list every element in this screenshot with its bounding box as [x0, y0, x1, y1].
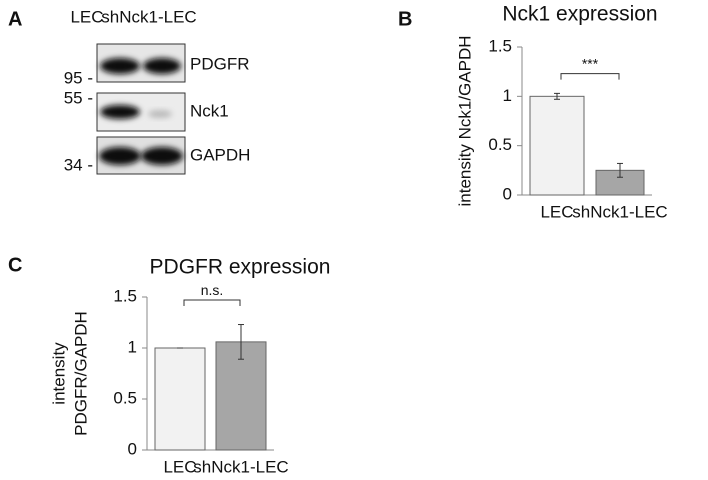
y-tick-label: 1.5	[488, 36, 512, 55]
y-tick-label: 1	[503, 86, 512, 105]
significance-label: n.s.	[201, 282, 224, 298]
marker-label: 95 -	[64, 68, 93, 87]
significance-label: ***	[582, 55, 599, 71]
x-tick-label: LEC	[540, 202, 573, 221]
x-tick-label: shNck1-LEC	[193, 457, 288, 476]
marker-label: 55 -	[64, 88, 93, 107]
bar	[215, 341, 267, 451]
panel-label: A	[8, 8, 22, 30]
lane-label: LEC	[70, 7, 103, 26]
y-axis-label: PDGFR/GAPDH	[71, 311, 90, 436]
y-tick-label: 0.5	[113, 388, 137, 407]
x-tick-label: LEC	[163, 457, 196, 476]
band-label: Nck1	[190, 101, 229, 120]
significance-bracket	[183, 299, 241, 307]
lane-label: shNck1-LEC	[101, 7, 196, 26]
chart-title: Nck1 expression	[502, 3, 657, 26]
band-label: GAPDH	[190, 145, 250, 164]
chart-title: PDGFR expression	[150, 256, 331, 279]
bar	[154, 347, 206, 451]
band-label: PDGFR	[190, 54, 250, 73]
blot-strip	[96, 136, 186, 175]
blot-strip	[96, 92, 186, 132]
x-tick-label: shNck1-LEC	[572, 202, 667, 221]
y-axis-label: intensity	[49, 342, 68, 405]
marker-label: 34 -	[64, 155, 93, 174]
panel-label: B	[398, 8, 412, 30]
y-tick-label: 1.5	[113, 286, 137, 305]
significance-bracket	[560, 73, 620, 80]
y-tick-label: 0.5	[488, 135, 512, 154]
panel-label: C	[8, 254, 22, 276]
blot-strip	[96, 43, 186, 83]
y-tick-label: 0	[128, 439, 137, 458]
y-tick-label: 1	[128, 337, 137, 356]
y-tick-label: 0	[503, 184, 512, 203]
y-axis-label: intensity Nck1/GAPDH	[455, 36, 474, 207]
bar	[529, 95, 585, 196]
